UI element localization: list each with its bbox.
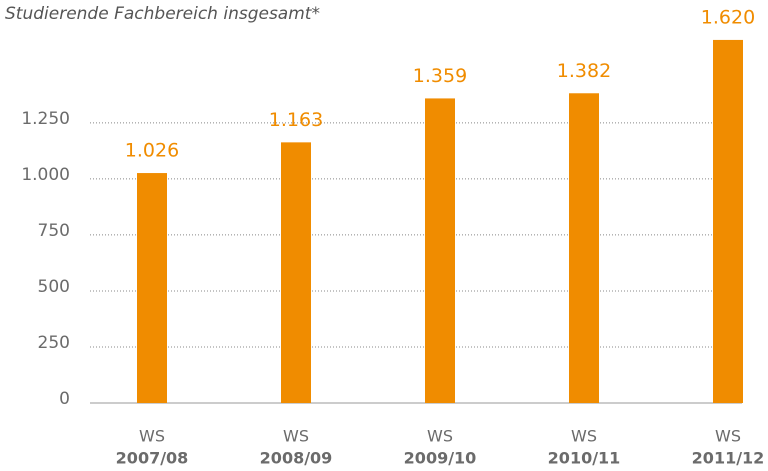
x-tick-label: 2008/09 <box>260 449 333 468</box>
x-tick-label: WS <box>715 427 741 446</box>
y-tick-label: 1.000 <box>21 165 70 185</box>
bar <box>713 39 743 403</box>
y-tick-label: 500 <box>38 277 70 297</box>
chart-title: Studierende Fachbereich insgesamt* <box>5 4 320 24</box>
value-label: 1.359 <box>413 65 467 87</box>
value-label: 1.026 <box>125 140 179 162</box>
bar <box>137 173 167 403</box>
y-tick-label: 0 <box>59 389 70 409</box>
y-tick-label: 250 <box>38 333 70 353</box>
y-tick-label: 1.250 <box>21 109 70 129</box>
value-label: 1.163 <box>269 109 323 131</box>
bar <box>425 98 455 403</box>
bar <box>281 142 311 403</box>
value-label: 1.620 <box>701 6 755 28</box>
x-tick-label: WS <box>571 427 597 446</box>
x-tick-label: WS <box>427 427 453 446</box>
x-tick-label: 2009/10 <box>404 449 477 468</box>
y-tick-label: 750 <box>38 221 70 241</box>
x-tick-label: 2010/11 <box>548 449 621 468</box>
x-tick-label: 2011/12 <box>692 449 765 468</box>
x-tick-label: WS <box>283 427 309 446</box>
bar <box>569 93 599 403</box>
x-tick-label: 2007/08 <box>116 449 189 468</box>
x-tick-label: WS <box>139 427 165 446</box>
value-label: 1.382 <box>557 60 611 82</box>
